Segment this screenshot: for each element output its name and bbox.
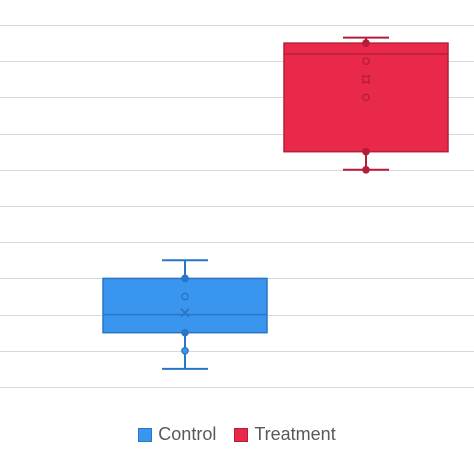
data-point: [181, 274, 189, 283]
data-point: [181, 292, 189, 301]
data-point: [362, 147, 370, 156]
data-point: [362, 39, 370, 47]
data-point: [362, 165, 370, 174]
legend: Control Treatment: [0, 424, 474, 445]
mean-marker: [180, 308, 190, 318]
legend-swatch-treatment: [234, 427, 249, 442]
plot-area: [102, 36, 449, 370]
legend-item-treatment[interactable]: Treatment: [234, 424, 336, 445]
legend-swatch-control: [138, 427, 153, 442]
legend-label-treatment: Treatment: [254, 424, 336, 444]
box-rect: [102, 277, 268, 334]
legend-label-control: Control: [158, 424, 217, 444]
box-treatment: [283, 36, 449, 174]
data-point: [362, 75, 370, 84]
legend-item-control[interactable]: Control: [138, 424, 216, 445]
data-point: [181, 346, 189, 355]
data-point: [362, 93, 370, 102]
data-point: [181, 328, 189, 337]
box-control: [102, 259, 268, 370]
data-point: [362, 57, 370, 66]
